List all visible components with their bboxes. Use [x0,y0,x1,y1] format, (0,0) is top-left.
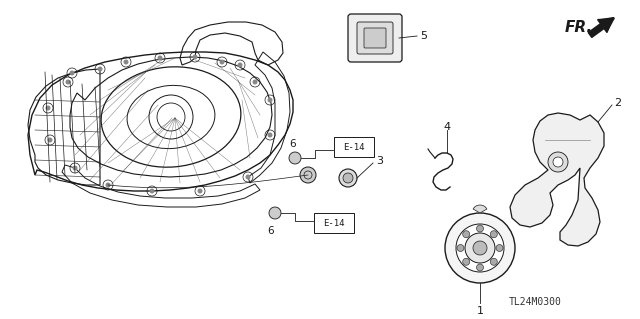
Circle shape [220,60,225,64]
FancyBboxPatch shape [348,14,402,62]
Circle shape [45,106,51,110]
Text: FR.: FR. [565,20,593,35]
Circle shape [246,174,250,180]
Circle shape [268,98,273,102]
Text: 5: 5 [420,31,427,41]
Text: 2: 2 [614,98,621,108]
Circle shape [343,173,353,183]
FancyBboxPatch shape [364,28,386,48]
Circle shape [339,169,357,187]
FancyBboxPatch shape [357,22,393,54]
Text: 3: 3 [376,156,383,166]
Circle shape [237,63,243,68]
Circle shape [548,152,568,172]
Text: 1: 1 [477,306,483,316]
Circle shape [97,66,102,71]
Circle shape [268,132,273,137]
Circle shape [65,79,70,85]
Text: 4: 4 [444,122,451,132]
Text: 6: 6 [268,226,275,236]
Circle shape [496,244,503,251]
Polygon shape [510,113,604,246]
Text: E-14: E-14 [323,219,345,227]
Circle shape [445,213,515,283]
Circle shape [193,55,198,60]
Circle shape [124,60,129,64]
Circle shape [553,157,563,167]
Circle shape [106,182,111,188]
Circle shape [289,152,301,164]
Circle shape [457,244,464,251]
FancyArrow shape [588,19,612,37]
Circle shape [47,137,52,143]
Circle shape [490,258,497,265]
Text: TL24M0300: TL24M0300 [509,297,561,307]
Circle shape [70,70,74,76]
Circle shape [253,79,257,85]
Circle shape [300,167,316,183]
Circle shape [477,264,483,271]
Circle shape [72,166,77,170]
Circle shape [490,231,497,238]
Circle shape [463,231,470,238]
Circle shape [150,189,154,194]
Circle shape [465,233,495,263]
Circle shape [463,258,470,265]
Wedge shape [473,205,487,213]
Circle shape [198,189,202,194]
Text: 6: 6 [290,139,296,149]
FancyBboxPatch shape [334,137,374,157]
Text: E-14: E-14 [343,143,365,152]
Circle shape [473,241,487,255]
Circle shape [477,225,483,232]
Circle shape [456,224,504,272]
Circle shape [157,56,163,61]
FancyBboxPatch shape [314,213,354,233]
Circle shape [269,207,281,219]
